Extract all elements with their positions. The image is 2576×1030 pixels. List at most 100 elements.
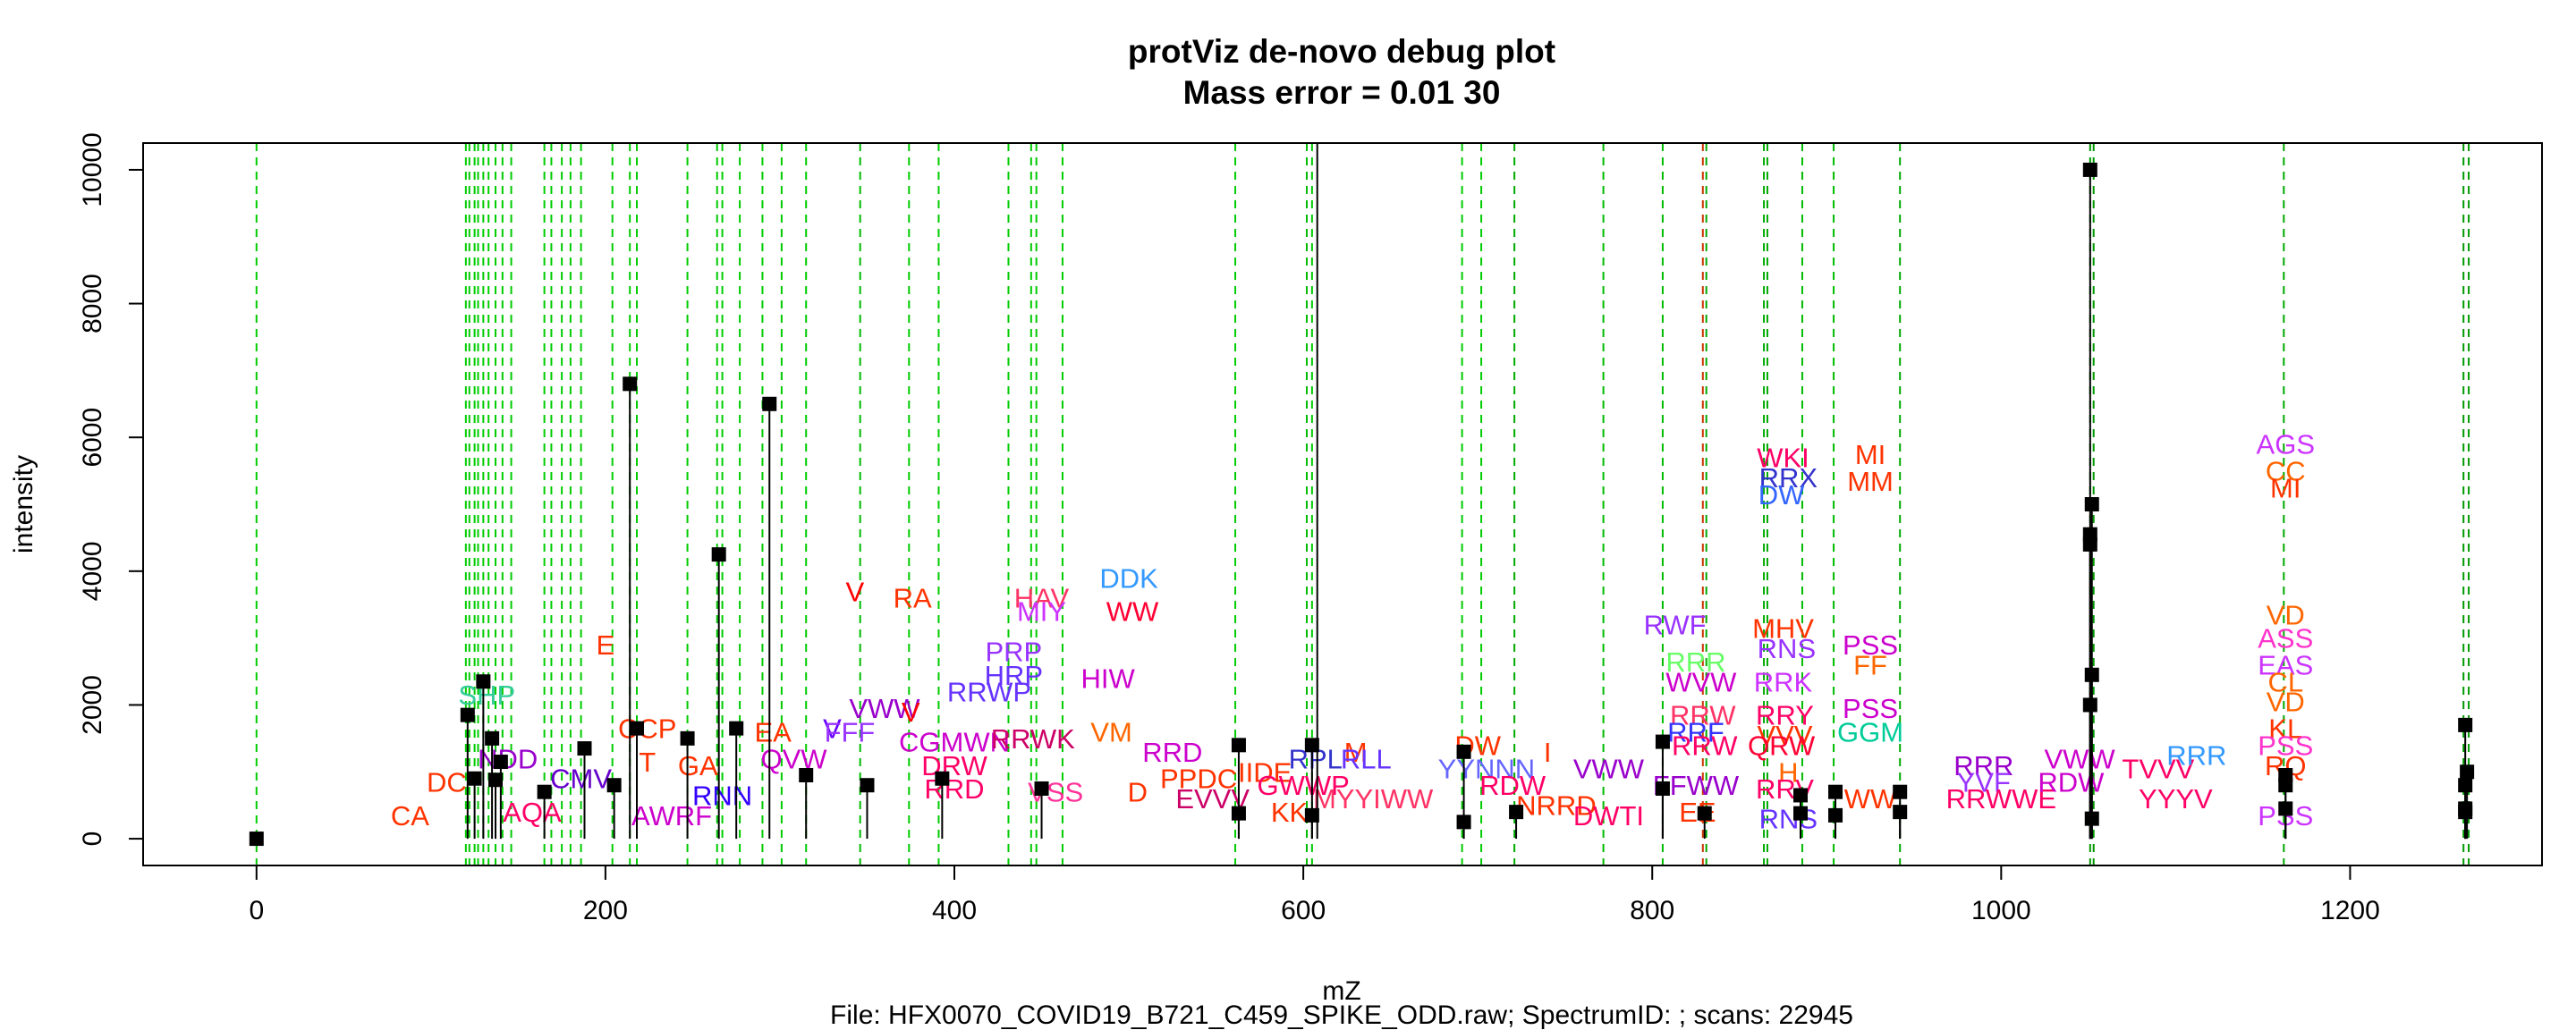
x-tick-label: 1200 <box>2320 896 2380 925</box>
fragment-label: ASS <box>2258 623 2313 654</box>
peak-marker <box>2460 764 2475 780</box>
fragment-label: WW <box>1106 596 1159 628</box>
fragment-label: IIDE <box>1238 756 1292 788</box>
peak-marker <box>935 771 950 786</box>
y-tick-label: 10000 <box>78 132 107 207</box>
fragment-label: VVV <box>1757 720 1812 751</box>
fragment-label: PPDC <box>1160 764 1237 795</box>
peak-marker <box>2082 697 2097 713</box>
x-tick-label: 200 <box>583 896 628 925</box>
peak-marker <box>1893 784 1908 799</box>
fragment-label: MM <box>1847 466 1894 497</box>
chart-subtitle: Mass error = 0.01 30 <box>1183 74 1501 111</box>
fragment-label: RNN <box>692 780 752 811</box>
fragment-label: QVW <box>761 743 828 774</box>
fragment-label: PRP <box>985 637 1042 668</box>
fragment-label: NRRD <box>1516 790 1597 822</box>
peak-marker <box>1231 738 1246 753</box>
fragment-label: VD <box>2267 687 2305 718</box>
peak-marker <box>2458 717 2473 732</box>
y-tick-label: 4000 <box>78 541 107 601</box>
peak-marker <box>2082 162 2097 177</box>
peak-marker <box>537 784 552 799</box>
fragment-label: VWW <box>1573 754 1645 785</box>
fragment-label: DC <box>427 766 467 798</box>
fragment-label: RA <box>894 583 932 614</box>
x-axis-label: mZ <box>1322 976 1360 1006</box>
fragment-label: CCP <box>618 713 676 745</box>
fragment-label: RRX <box>1759 462 1818 494</box>
peak-marker <box>1697 806 1712 821</box>
fragment-label: FF <box>1853 650 1887 681</box>
fragment-label: RRWP <box>947 676 1031 707</box>
fragment-label: VM <box>1090 716 1132 747</box>
fragment-label: YYYV <box>2139 783 2213 815</box>
peak-marker <box>1456 815 1471 830</box>
fragment-label: RRD <box>924 773 984 805</box>
fragment-label: CL <box>2267 666 2303 697</box>
fragment-label: CA <box>391 800 429 832</box>
fragment-label: FFF <box>825 716 876 747</box>
peak-marker <box>623 376 638 392</box>
fragment-label: AWRF <box>631 800 712 832</box>
peak-marker <box>762 396 777 411</box>
peak-marker <box>799 768 814 782</box>
fragment-label: V <box>823 713 842 745</box>
fragment-label: QRW <box>1748 730 1816 761</box>
fragment-label: V <box>845 576 864 607</box>
fragment-label: RRD <box>1142 737 1202 768</box>
peak-marker <box>1655 781 1670 796</box>
fragment-label: YVF <box>1957 766 2011 798</box>
fragment-label: RDW <box>2038 766 2105 798</box>
fragment-label: D <box>1128 777 1148 808</box>
fragment-label: MI <box>2270 472 2301 503</box>
y-axis-label: intensity <box>9 455 38 553</box>
fragment-label: RWF <box>1644 610 1707 641</box>
fragment-label: WKI <box>1757 443 1809 474</box>
y-tick-label: 2000 <box>78 675 107 735</box>
fragment-label: CGMWN <box>899 727 1010 758</box>
peak-marker <box>249 832 264 847</box>
peak-marker <box>1793 806 1809 821</box>
fragment-label: V <box>902 697 920 728</box>
fragment-label: RRR <box>1665 646 1725 678</box>
peak-marker <box>606 778 622 793</box>
fragment-label: RRF <box>1667 716 1724 747</box>
peak-marker <box>2458 805 2473 820</box>
peak-marker <box>1456 744 1471 759</box>
fragment-label: RLL <box>1341 743 1392 774</box>
fragment-label: MI <box>1855 439 1885 470</box>
fragment-label: RNS <box>1758 633 1816 664</box>
peak-marker <box>485 730 500 746</box>
peak-marker <box>1304 738 1319 753</box>
peak-marker <box>1304 807 1319 823</box>
fragment-labels-layer: CADCSHPNDDAQACMVECCPTAWRFGARNNEAQVWVFFFV… <box>391 429 2315 835</box>
fragment-label: M <box>1344 737 1368 768</box>
y-tick-label: 8000 <box>78 274 107 333</box>
peak-marker <box>860 778 875 793</box>
fragment-label: KL <box>2268 713 2302 745</box>
fragment-label: EA <box>754 716 792 747</box>
fragment-label: GA <box>678 750 718 781</box>
peak-marker <box>1793 788 1809 803</box>
fragment-label: MIY <box>1017 596 1066 628</box>
peak-marker <box>467 771 482 786</box>
x-axis: 0 200 400 600 800 1000 1200 <box>249 865 2380 925</box>
y-axis: 0 2000 4000 6000 8000 10000 <box>78 132 144 847</box>
peak-marker <box>577 741 592 756</box>
fragment-label: WVW <box>1665 666 1737 697</box>
y-tick-label: 6000 <box>78 408 107 468</box>
fragment-label: RDW <box>1479 770 1546 801</box>
fragment-label: DWTI <box>1573 800 1644 832</box>
fragment-label: RRR <box>2166 740 2226 772</box>
fragment-label: RRW <box>1672 730 1738 761</box>
fragment-label: HAV <box>1014 583 1070 614</box>
x-tick-label: 0 <box>249 896 264 925</box>
peaks-layer <box>249 143 2475 847</box>
y-tick-label: 0 <box>78 832 107 847</box>
peak-marker <box>630 721 645 736</box>
peak-marker <box>680 730 695 746</box>
fragment-label: CC <box>2266 456 2306 487</box>
fragment-label: GWWP <box>1257 770 1349 801</box>
fragment-label: VWW <box>2045 743 2116 774</box>
